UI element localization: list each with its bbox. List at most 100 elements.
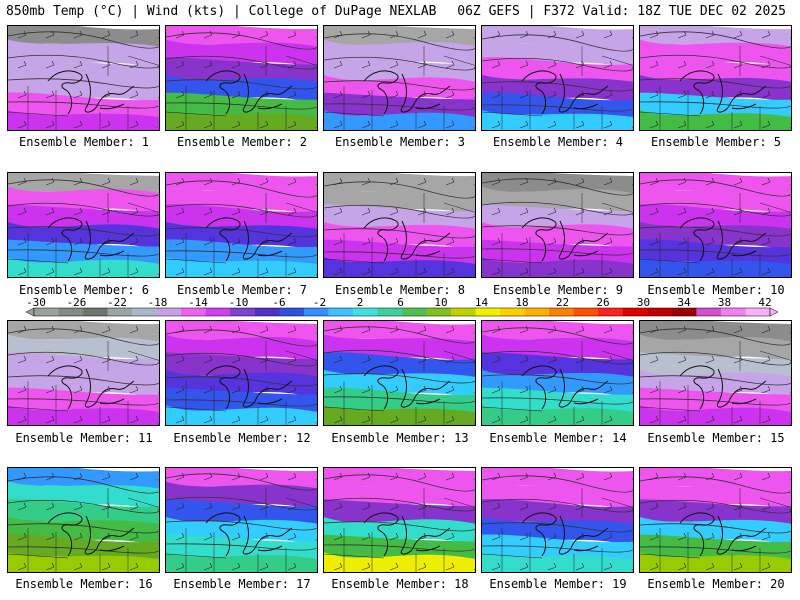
- wind-barb: [761, 472, 771, 481]
- wind-barb: [101, 532, 111, 541]
- scale-swatch: [377, 308, 403, 316]
- contour-line: [8, 101, 159, 109]
- wind-barb: [677, 325, 687, 334]
- wind-barb: [101, 120, 111, 129]
- wind-barb: [677, 60, 687, 69]
- wind-barb: [259, 30, 269, 39]
- wind-barb: [101, 562, 111, 571]
- wind-barb: [649, 60, 659, 69]
- wind-barb: [259, 60, 269, 69]
- wind-barb: [547, 385, 557, 394]
- contour-line: [482, 350, 633, 365]
- wind-barb: [649, 562, 659, 571]
- wind-barb: [73, 562, 83, 571]
- scale-swatch: [132, 308, 157, 316]
- great-lakes-outline: [521, 217, 609, 262]
- wind-barb: [231, 90, 241, 99]
- wind-barb: [705, 472, 715, 481]
- wind-barb: [203, 325, 213, 334]
- wind-barb: [445, 177, 455, 186]
- wind-barb: [603, 415, 613, 424]
- wind-barb: [649, 355, 659, 364]
- wind-barb: [287, 472, 297, 481]
- wind-barb: [445, 207, 455, 216]
- wind-barb: [73, 355, 83, 364]
- wind-barb: [761, 385, 771, 394]
- wind-barb: [491, 207, 501, 216]
- wind-barb: [677, 237, 687, 246]
- ensemble-member-map: [165, 320, 318, 426]
- ensemble-member-map: [7, 172, 160, 278]
- wind-barb: [603, 267, 613, 276]
- wind-barb: [175, 267, 185, 276]
- wind-barb: [17, 502, 27, 511]
- contour-line: [8, 202, 159, 217]
- wind-barb: [677, 532, 687, 541]
- wind-barb: [705, 385, 715, 394]
- contour-line: [640, 375, 791, 386]
- temperature-band: [8, 552, 159, 572]
- wind-barb: [101, 90, 111, 99]
- wind-barb: [519, 472, 529, 481]
- contour-line: [8, 375, 159, 386]
- wind-barb: [547, 237, 557, 246]
- ensemble-member-label: Ensemble Member: 18: [331, 577, 469, 591]
- contour-line: [482, 225, 633, 236]
- contour-line: [166, 250, 317, 258]
- wind-barb: [519, 237, 529, 246]
- temperature-band: [324, 405, 475, 425]
- wind-barb: [649, 385, 659, 394]
- great-lakes-outline: [679, 365, 767, 410]
- wind-barb: [603, 532, 613, 541]
- wind-barb: [175, 562, 185, 571]
- wind-barb: [547, 207, 557, 216]
- wind-barb: [389, 562, 399, 571]
- contour-line: [8, 54, 159, 69]
- temperature-band: [324, 257, 475, 277]
- contour-line: [640, 523, 791, 534]
- wind-barb: [287, 502, 297, 511]
- ensemble-member-label: Ensemble Member: 15: [647, 431, 785, 445]
- wind-barb: [547, 177, 557, 186]
- state-borders: [482, 193, 633, 277]
- wind-barb: [519, 30, 529, 39]
- great-lakes-outline: [363, 70, 451, 115]
- temperature-band: [482, 552, 633, 572]
- scale-tick-label: -6: [272, 296, 285, 309]
- contour-line: [482, 34, 633, 52]
- wind-barb: [389, 237, 399, 246]
- contour-line: [324, 56, 475, 71]
- great-lakes-outline: [363, 217, 451, 262]
- wind-barb: [733, 177, 743, 186]
- contour-line: [324, 326, 475, 344]
- contour-line: [166, 520, 317, 531]
- ensemble-member-label: Ensemble Member: 17: [173, 577, 311, 591]
- wind-barb: [417, 355, 427, 364]
- wind-barb: [603, 325, 613, 334]
- wind-barb: [361, 472, 371, 481]
- wind-barb: [361, 385, 371, 394]
- wind-barb: [231, 415, 241, 424]
- wind-barb: [231, 532, 241, 541]
- wind-barb: [17, 325, 27, 334]
- wind-barb: [603, 562, 613, 571]
- wind-barb: [603, 60, 613, 69]
- wind-barb: [45, 120, 55, 129]
- wind-barb: [175, 177, 185, 186]
- ensemble-member-map: [165, 467, 318, 573]
- ensemble-member-map: [7, 320, 160, 426]
- scale-swatch: [696, 308, 722, 316]
- ensemble-member-map: [481, 467, 634, 573]
- wind-barb: [17, 472, 27, 481]
- wind-barb: [575, 60, 585, 69]
- wind-barb: [333, 415, 343, 424]
- great-lakes-outline: [205, 365, 293, 410]
- scale-tick-label: 2: [357, 296, 364, 309]
- contour-line: [482, 201, 633, 216]
- wind-barb: [445, 267, 455, 276]
- ensemble-member-map: [7, 467, 160, 573]
- wind-barb: [547, 562, 557, 571]
- wind-barb: [45, 562, 55, 571]
- wind-barb: [73, 472, 83, 481]
- wind-barb: [333, 90, 343, 99]
